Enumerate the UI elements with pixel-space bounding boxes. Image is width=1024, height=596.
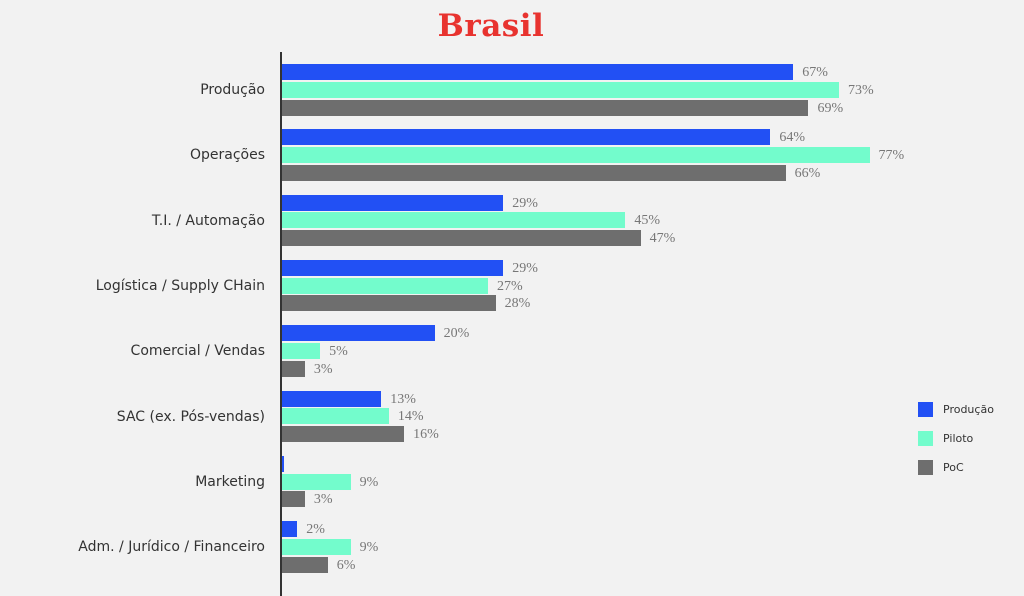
value-label: 45% <box>634 213 661 229</box>
bar-poc <box>282 360 305 377</box>
value-label: 69% <box>817 100 844 116</box>
legend-label: Produção <box>943 403 994 416</box>
category-label: Logística / Supply CHain <box>95 277 265 294</box>
value-label: 9% <box>359 539 379 555</box>
bar-produo <box>282 194 504 211</box>
value-label: 20% <box>443 326 470 342</box>
value-label: 29% <box>512 260 538 276</box>
value-label: 77% <box>878 148 905 164</box>
chart-title: Brasil <box>0 8 1024 44</box>
value-label: 27% <box>497 278 523 294</box>
value-label: 64% <box>779 130 805 146</box>
bar-produo <box>282 521 298 538</box>
category-group: Adm. / Jurídico / Financeiro 2% 9% 6% <box>0 521 1024 579</box>
value-label: 14% <box>397 409 424 425</box>
bar-produo <box>282 259 504 276</box>
bar-piloto <box>282 408 389 425</box>
category-label: Marketing <box>195 473 265 490</box>
bar-produo <box>282 129 771 146</box>
bar-poc <box>282 556 328 573</box>
legend-swatch-piloto <box>918 431 933 446</box>
value-label: 9% <box>359 474 379 490</box>
value-label: 3% <box>313 492 333 508</box>
value-label: 73% <box>847 82 874 98</box>
category-group: Logística / Supply CHain 29% 27% 28% <box>0 259 1024 318</box>
bar-piloto <box>282 277 488 294</box>
category-group: Operações 64% 77% 66% <box>0 129 1024 187</box>
value-label: 16% <box>413 427 439 443</box>
category-group: Produção 67% 73% 69% <box>0 64 1024 122</box>
legend-swatch-producao <box>918 402 933 417</box>
bar-produo <box>282 455 284 472</box>
legend-label: PoC <box>943 461 964 474</box>
bar-piloto <box>282 473 351 490</box>
bar-produo <box>282 390 382 407</box>
value-label: 3% <box>313 361 333 377</box>
bar-poc <box>282 99 809 116</box>
bar-produo <box>282 325 435 342</box>
legend-swatch-poc <box>918 460 933 475</box>
bar-poc <box>282 295 496 312</box>
category-label: T.I. / Automação <box>151 212 265 229</box>
bar-piloto <box>282 81 839 98</box>
bar-poc <box>282 491 305 508</box>
bar-poc <box>282 426 405 443</box>
legend-label: Piloto <box>943 432 974 445</box>
value-label: 6% <box>336 557 356 573</box>
value-label: 2% <box>306 522 325 538</box>
value-label: 5% <box>329 343 348 359</box>
bar-poc <box>282 230 641 247</box>
category-group: T.I. / Automação 29% 45% 47% <box>0 194 1024 253</box>
bar-produo <box>282 64 794 80</box>
bar-piloto <box>282 147 870 164</box>
category-group: Marketing 9% 3% <box>0 455 1024 514</box>
chart-title-text: Brasil <box>437 8 545 44</box>
category-label: Comercial / Vendas <box>130 343 265 360</box>
value-label: 28% <box>504 296 531 312</box>
bar-piloto <box>282 538 351 555</box>
y-axis-line <box>280 52 282 596</box>
category-label: SAC (ex. Pós-vendas) <box>116 408 265 425</box>
value-label: 66% <box>794 165 821 181</box>
category-group: Comercial / Vendas 20% 5% 3% <box>0 325 1024 383</box>
bar-piloto <box>282 212 626 229</box>
category-group: SAC (ex. Pós-vendas) 13% 14% 16% <box>0 390 1024 449</box>
value-label: 47% <box>649 231 676 247</box>
category-label: Adm. / Jurídico / Financeiro <box>78 539 265 556</box>
category-label: Produção <box>200 82 265 98</box>
bar-piloto <box>282 342 321 359</box>
value-label: 67% <box>802 65 828 80</box>
value-label: 13% <box>390 391 416 407</box>
value-label: 29% <box>512 195 538 211</box>
category-label: Operações <box>189 147 265 164</box>
bar-poc <box>282 164 786 181</box>
